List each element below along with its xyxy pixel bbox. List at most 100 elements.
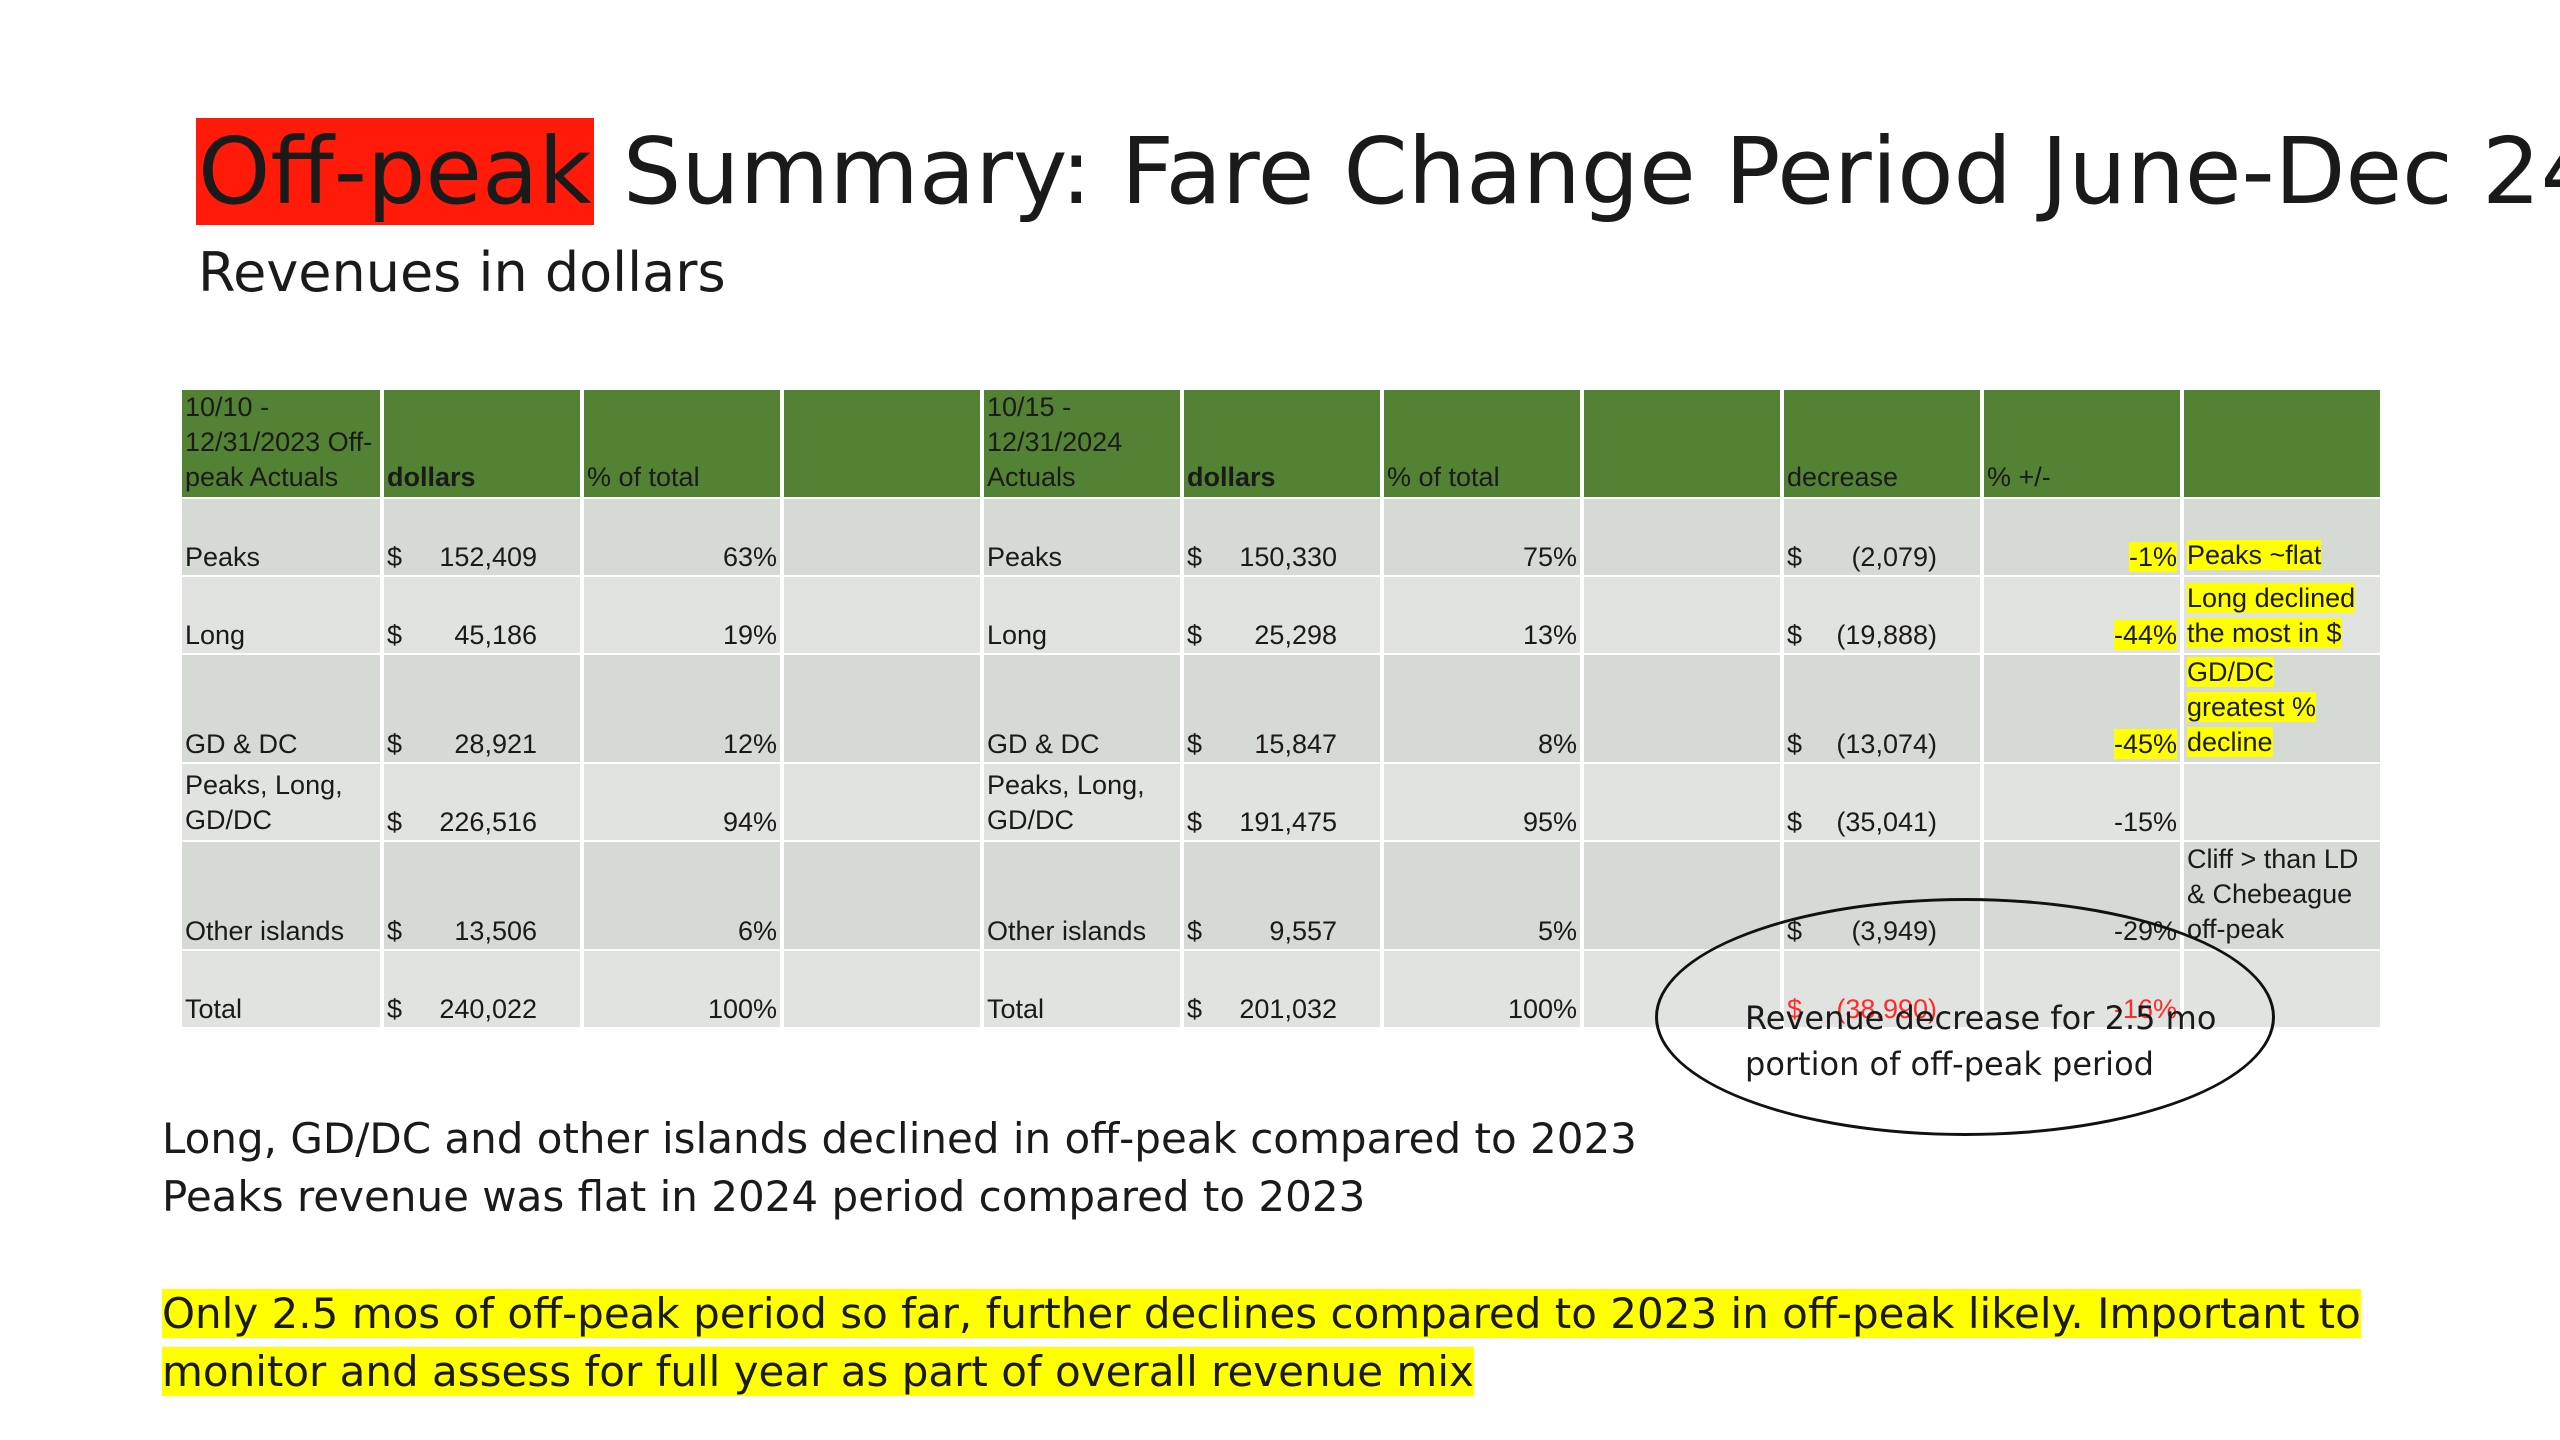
change-cell: -1% [1984, 499, 2180, 575]
row-label-2023: Total [182, 951, 380, 1027]
currency-symbol: $ [1187, 729, 1203, 759]
dollars-2023-cell: $226,516 [384, 764, 580, 840]
row-label-2023: Peaks [182, 499, 380, 575]
pct-2024-cell: 95% [1384, 764, 1580, 840]
currency-symbol: $ [1187, 620, 1203, 650]
change-cell: -44% [1984, 577, 2180, 653]
pct-2023-cell: 19% [584, 577, 780, 653]
decrease-cell: $ (35,041) [1784, 764, 1980, 840]
summary-line: Peaks revenue was flat in 2024 period co… [162, 1172, 1366, 1221]
dollars-2023-value: 28,921 [454, 729, 537, 759]
pct-2023-cell: 63% [584, 499, 780, 575]
title-rest: Summary: Fare Change Period June-Dec 24 [593, 118, 2560, 225]
highlighted-note-text: Only 2.5 mos of off-peak period so far, … [162, 1289, 2361, 1396]
slide-title: Off-peak Summary: Fare Change Period Jun… [196, 108, 2560, 236]
table-row: GD & DC $28,921 12% GD & DC $15,847 8% $… [182, 655, 2380, 762]
currency-symbol: $ [1187, 994, 1203, 1024]
summary-line: Long, GD/DC and other islands declined i… [162, 1114, 1637, 1163]
header-pct-2024: % of total [1384, 390, 1580, 497]
pct-2024-cell: 5% [1384, 842, 1580, 949]
header-period-2023: 10/10 - 12/31/2023 Off-peak Actuals [182, 390, 380, 497]
dollars-2023-value: 226,516 [439, 807, 537, 837]
currency-symbol: $ [387, 620, 403, 650]
dollars-2024-cell: $201,032 [1184, 951, 1380, 1027]
dollars-2024-value: 201,032 [1239, 994, 1337, 1024]
change-cell: -45% [1984, 655, 2180, 762]
dollars-2024-cell: $15,847 [1184, 655, 1380, 762]
currency-symbol: $ [1787, 807, 1803, 837]
callout-ellipse [1655, 898, 2275, 1136]
note-text: Peaks ~flat [2187, 540, 2322, 570]
dollars-2023-value: 45,186 [454, 620, 537, 650]
dollars-2023-cell: $152,409 [384, 499, 580, 575]
highlighted-note: Only 2.5 mos of off-peak period so far, … [162, 1285, 2402, 1401]
currency-symbol: $ [387, 542, 403, 572]
table-row: Long $45,186 19% Long $25,298 13% $ (19,8… [182, 577, 2380, 653]
blank-cell [784, 764, 980, 840]
dollars-2024-value: 25,298 [1254, 620, 1337, 650]
header-dollars-2024: dollars [1184, 390, 1380, 497]
row-label-2024: Peaks [984, 499, 1180, 575]
blank-cell [1584, 577, 1780, 653]
change-value: -45% [2113, 729, 2177, 759]
pct-2023-cell: 12% [584, 655, 780, 762]
dollars-2024-cell: $25,298 [1184, 577, 1380, 653]
callout-text: Revenue decrease for 2.5 mo portion of o… [1745, 999, 2217, 1083]
note-cell: Cliff > than LD & Chebeague off-peak [2184, 842, 2380, 949]
dollars-2024-value: 9,557 [1269, 916, 1337, 946]
pct-2023-cell: 6% [584, 842, 780, 949]
blank-cell [1584, 655, 1780, 762]
note-cell: Peaks ~flat [2184, 499, 2380, 575]
decrease-value: (2,079) [1851, 542, 1937, 572]
row-label-2023: Peaks, Long, GD/DC [182, 764, 380, 840]
note-cell: GD/DC greatest % decline [2184, 655, 2380, 762]
dollars-2024-value: 15,847 [1254, 729, 1337, 759]
table-header-row: 10/10 - 12/31/2023 Off-peak Actuals doll… [182, 390, 2380, 497]
row-label-2024: GD & DC [984, 655, 1180, 762]
row-label-2023: GD & DC [182, 655, 380, 762]
change-value: -1% [2128, 542, 2177, 572]
dollars-2024-value: 150,330 [1239, 542, 1337, 572]
header-decrease: decrease [1784, 390, 1980, 497]
currency-symbol: $ [387, 807, 403, 837]
currency-symbol: $ [387, 916, 403, 946]
row-label-2024: Peaks, Long, GD/DC [984, 764, 1180, 840]
pct-2023-cell: 100% [584, 951, 780, 1027]
blank-cell [1584, 499, 1780, 575]
row-label-2024: Total [984, 951, 1180, 1027]
decrease-value: (35,041) [1836, 807, 1937, 837]
note-text: Long declined the most in $ [2187, 583, 2356, 648]
row-label-2024: Long [984, 577, 1180, 653]
currency-symbol: $ [1187, 542, 1203, 572]
decrease-cell: $ (19,888) [1784, 577, 1980, 653]
decrease-cell: $ (2,079) [1784, 499, 1980, 575]
header-change: % +/- [1984, 390, 2180, 497]
dollars-2023-cell: $28,921 [384, 655, 580, 762]
header-blank-1 [784, 390, 980, 497]
dollars-2023-cell: $240,022 [384, 951, 580, 1027]
change-cell: -15% [1984, 764, 2180, 840]
pct-2024-cell: 75% [1384, 499, 1580, 575]
currency-symbol: $ [387, 994, 403, 1024]
blank-cell [784, 499, 980, 575]
dollars-2023-value: 152,409 [439, 542, 537, 572]
header-dollars-2023: dollars [384, 390, 580, 497]
dollars-2023-value: 13,506 [454, 916, 537, 946]
pct-2023-cell: 94% [584, 764, 780, 840]
header-period-2024: 10/15 - 12/31/2024 Actuals [984, 390, 1180, 497]
slide-subtitle: Revenues in dollars [198, 241, 726, 304]
row-label-2023: Other islands [182, 842, 380, 949]
note-cell [2184, 764, 2380, 840]
dollars-2024-cell: $191,475 [1184, 764, 1380, 840]
blank-cell [784, 951, 980, 1027]
blank-cell [784, 655, 980, 762]
currency-symbol: $ [1187, 807, 1203, 837]
dollars-2023-cell: $45,186 [384, 577, 580, 653]
pct-2024-cell: 13% [1384, 577, 1580, 653]
dollars-2024-cell: $150,330 [1184, 499, 1380, 575]
pct-2024-cell: 8% [1384, 655, 1580, 762]
blank-cell [784, 577, 980, 653]
currency-symbol: $ [387, 729, 403, 759]
dollars-2023-value: 240,022 [439, 994, 537, 1024]
note-text: GD/DC greatest % decline [2187, 657, 2317, 757]
